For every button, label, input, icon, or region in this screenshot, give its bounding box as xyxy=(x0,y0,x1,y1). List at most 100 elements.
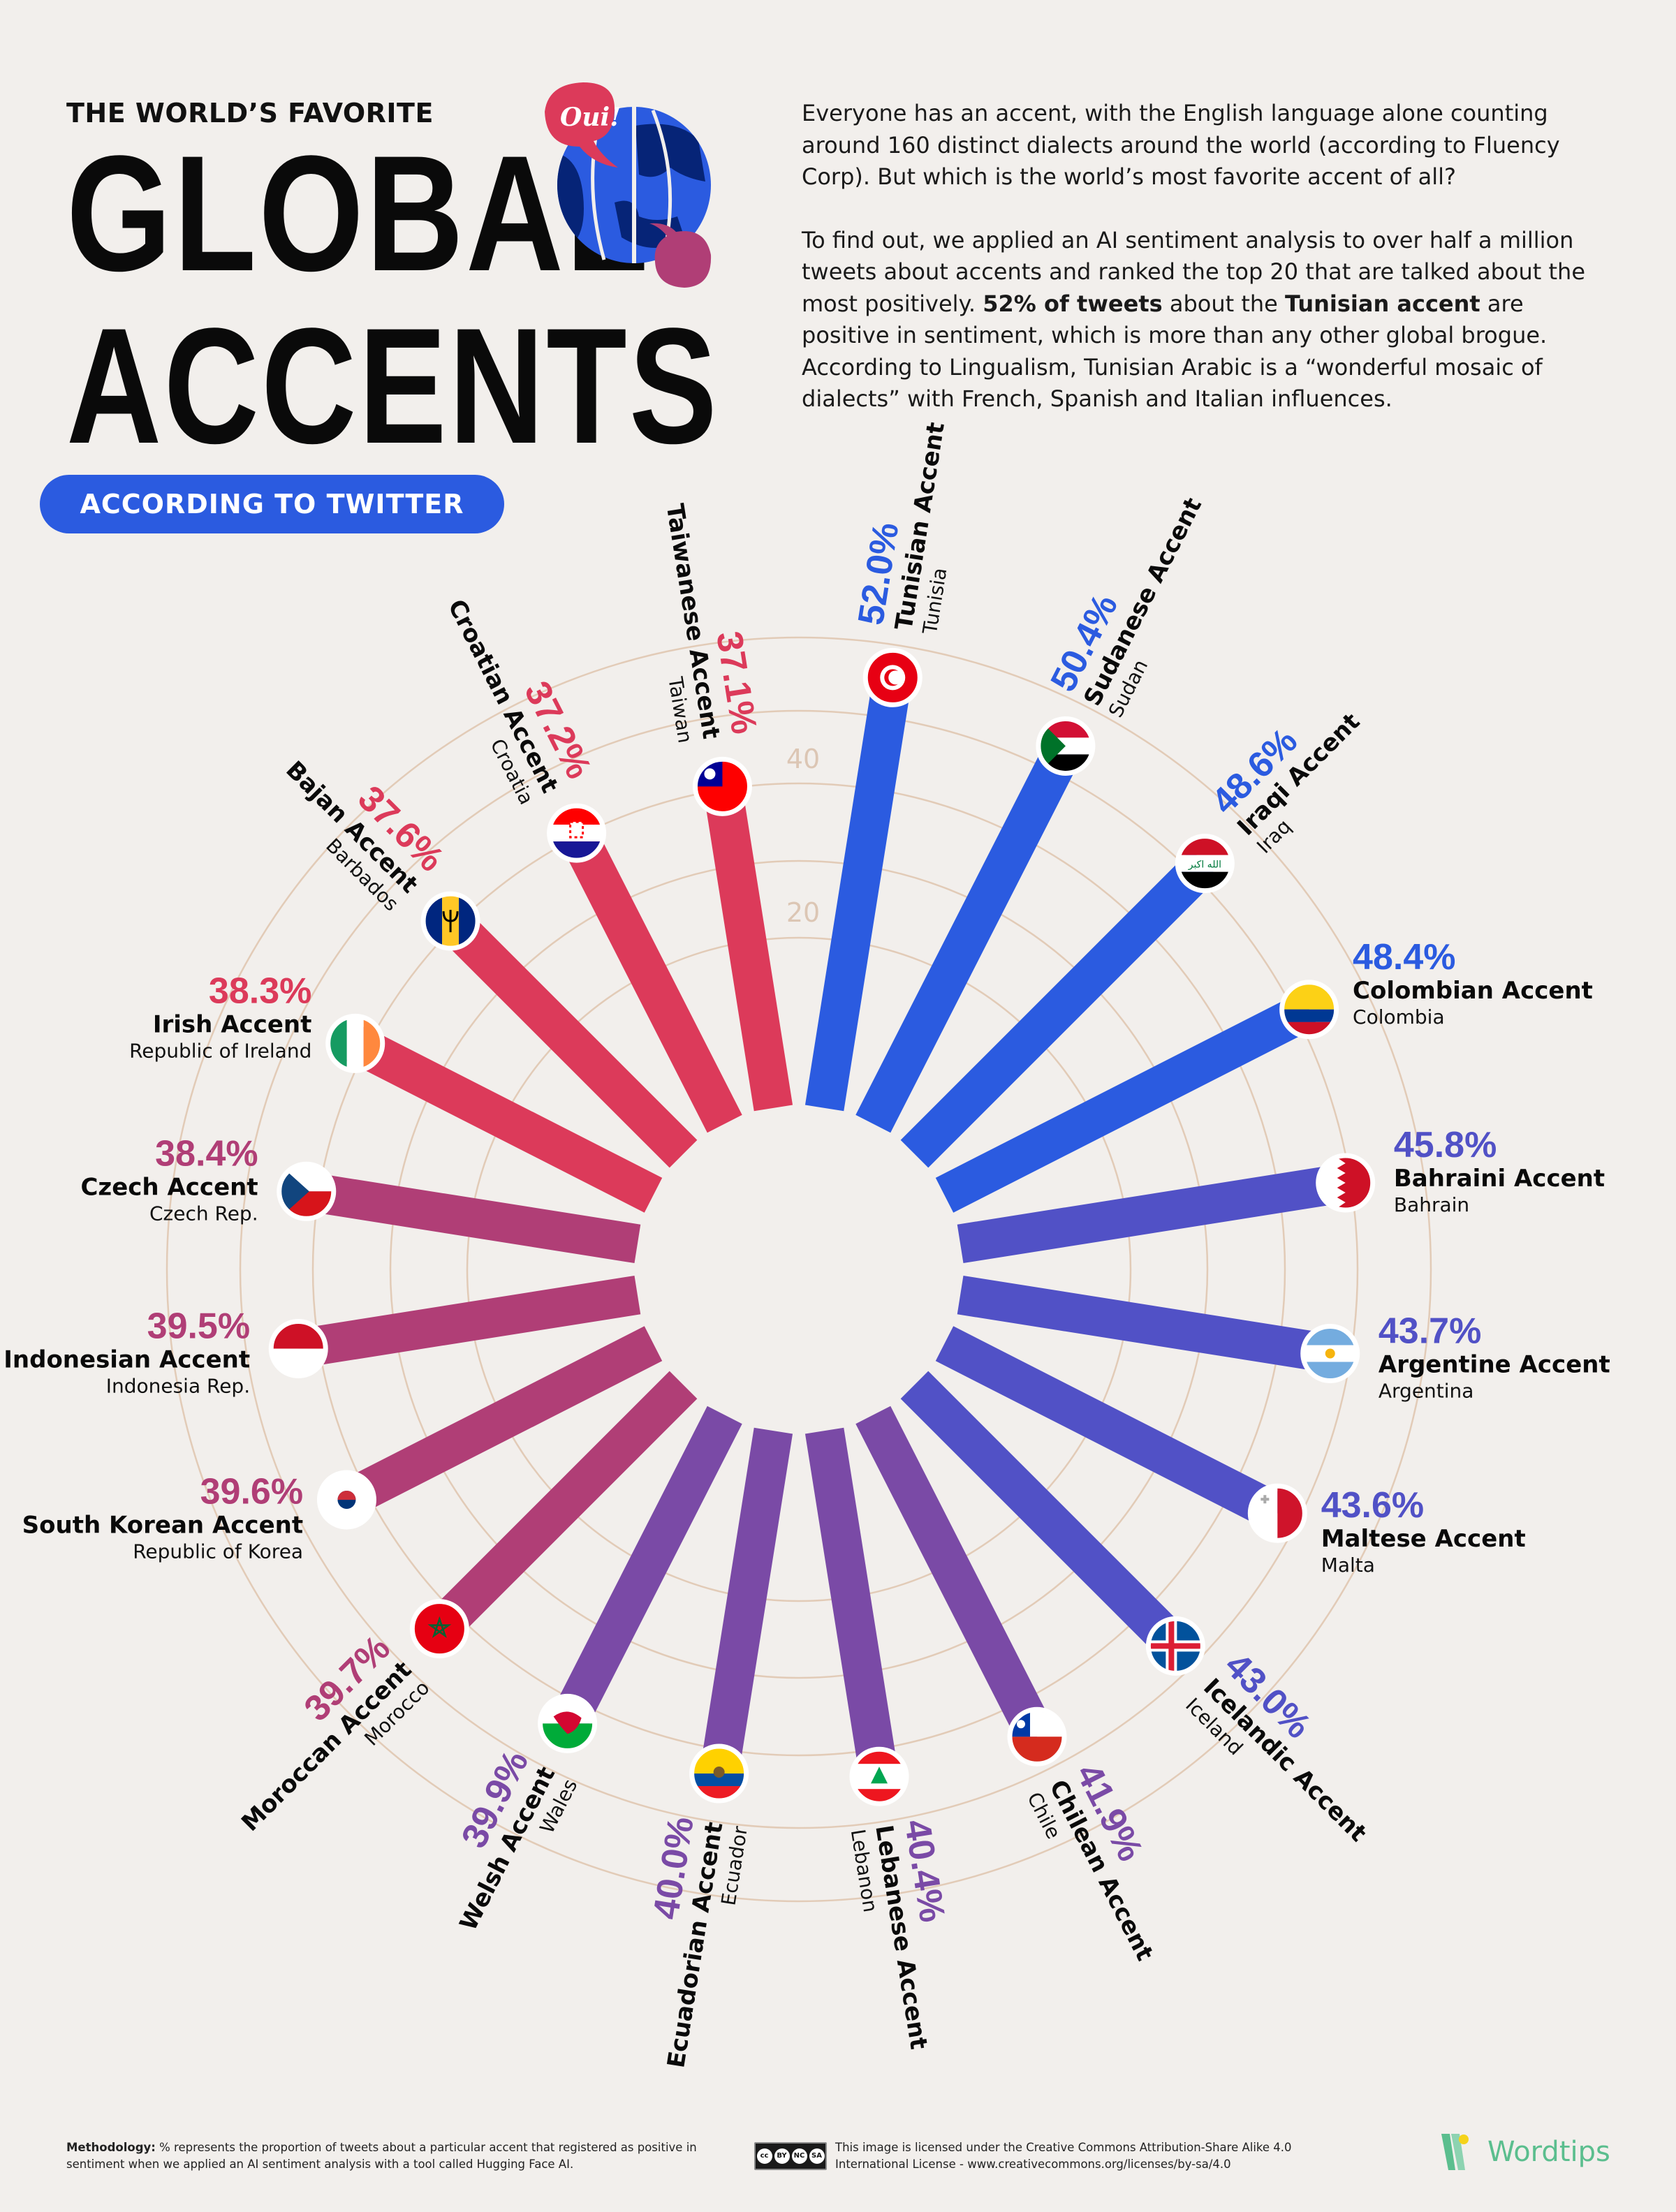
country-name: Republic of Korea xyxy=(133,1540,303,1563)
country-name: Republic of Ireland xyxy=(129,1040,311,1063)
accent-name: Bahraini Accent xyxy=(1394,1165,1605,1193)
value-label: 38.3% xyxy=(209,971,311,1012)
bar xyxy=(337,1326,663,1517)
bahrain-flag-icon xyxy=(1320,1158,1371,1209)
bar xyxy=(346,1026,663,1213)
value-label: 45.8% xyxy=(1394,1125,1497,1165)
bar xyxy=(957,1275,1334,1373)
title-accents: ACCENTS xyxy=(66,294,719,478)
bar xyxy=(900,849,1219,1168)
title-global: GLOBAL xyxy=(66,121,651,306)
value-label: 43.7% xyxy=(1379,1311,1481,1351)
bar xyxy=(436,907,698,1168)
bar xyxy=(900,1371,1190,1660)
value-label: 38.4% xyxy=(155,1133,258,1174)
bar xyxy=(425,1371,698,1643)
globe-speech-icon: Oui! xyxy=(545,82,712,288)
accent-name: Indonesian Accent xyxy=(3,1345,250,1373)
bar xyxy=(699,1427,793,1777)
value-label: 43.6% xyxy=(1321,1485,1424,1526)
bar xyxy=(303,1172,641,1264)
country-name: Indonesia Rep. xyxy=(106,1374,250,1397)
grid-ring xyxy=(466,936,1132,1602)
methodology-note: Methodology: % represents the proportion… xyxy=(66,2141,697,2171)
bar xyxy=(295,1275,641,1369)
accent-name: Czech Accent xyxy=(80,1173,258,1201)
value-label: 39.5% xyxy=(147,1306,250,1346)
bar xyxy=(935,991,1318,1213)
morocco-flag-icon xyxy=(414,1603,465,1654)
creative-commons-icon: cc BY NC SA xyxy=(754,2142,827,2170)
intro-paragraph-2: To find out, we applied an AI sentiment … xyxy=(802,226,1586,413)
bar xyxy=(804,674,912,1112)
accent-name: South Korean Accent xyxy=(22,1512,303,1540)
value-label: 39.6% xyxy=(200,1472,303,1512)
grid-ring xyxy=(311,782,1286,1757)
bar xyxy=(957,1163,1349,1264)
accent-name: Colombian Accent xyxy=(1353,977,1593,1005)
bar xyxy=(804,1427,899,1780)
bar xyxy=(855,737,1083,1133)
kicker-heading: THE WORLD’S FAVORITE xyxy=(66,98,434,128)
wordtips-logo[interactable]: Wordtips xyxy=(1439,2131,1610,2173)
bar xyxy=(935,1326,1287,1531)
oui-bubble-text: Oui! xyxy=(560,103,621,132)
accent-name: Irish Accent xyxy=(153,1011,312,1039)
bar xyxy=(855,1406,1054,1746)
country-name: Colombia xyxy=(1353,1005,1445,1028)
tunisia-flag-icon xyxy=(867,652,918,703)
accent-name: Argentine Accent xyxy=(1379,1350,1610,1378)
bar xyxy=(703,783,793,1112)
country-name: Malta xyxy=(1321,1554,1375,1577)
grid-ring xyxy=(389,860,1209,1679)
country-name: Bahrain xyxy=(1394,1193,1469,1216)
accent-name: Maltese Accent xyxy=(1321,1525,1526,1553)
svg-text:الله اكبر: الله اكبر xyxy=(1188,860,1221,871)
axis-tick-label: 20 xyxy=(786,897,820,928)
bar xyxy=(550,1406,742,1733)
country-name: Czech Rep. xyxy=(149,1202,258,1225)
intro-text: Everyone has an accent, with the English… xyxy=(802,98,1605,447)
according-to-twitter-badge: ACCORDING TO TWITTER xyxy=(40,475,504,533)
country-name: Argentina xyxy=(1379,1379,1474,1402)
intro-paragraph-1: Everyone has an accent, with the English… xyxy=(802,100,1560,190)
license-text: This image is licensed under the Creativ… xyxy=(835,2141,1292,2171)
wordtips-w-icon xyxy=(1441,2134,1469,2170)
bar xyxy=(559,824,742,1133)
grid-ring xyxy=(239,709,1359,1829)
wordtips-logo-text: Wordtips xyxy=(1487,2136,1610,2168)
value-label: 48.4% xyxy=(1353,937,1455,978)
iceland-flag-icon xyxy=(1150,1621,1201,1672)
korea-flag-icon xyxy=(321,1474,372,1525)
grid-ring xyxy=(166,636,1432,1903)
